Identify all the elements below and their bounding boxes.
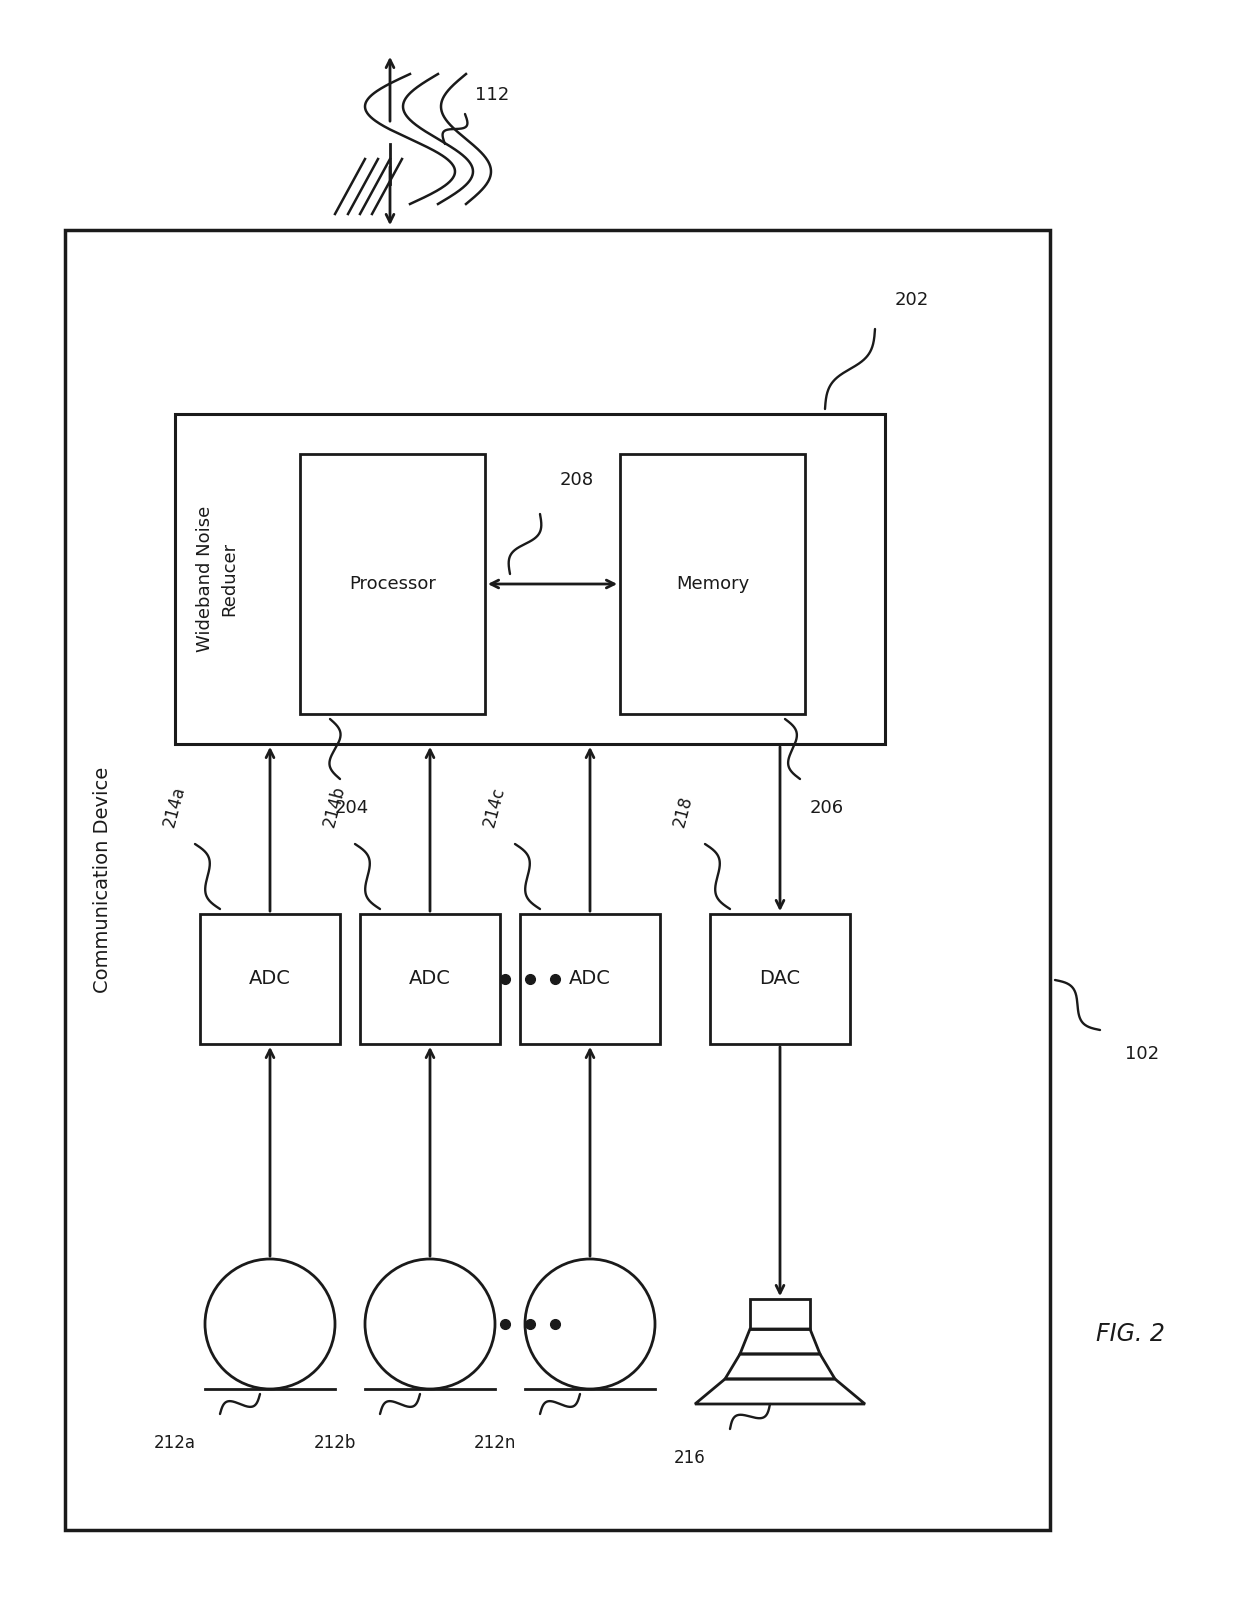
Bar [64,231,1050,1530]
Text: 214a: 214a [160,784,188,830]
Text: 214b: 214b [320,783,348,830]
Text: Communication Device: Communication Device [93,767,113,993]
Text: ADC: ADC [409,970,451,988]
Bar [300,454,485,713]
Text: Processor: Processor [350,575,436,592]
Text: DAC: DAC [759,970,801,988]
Text: 216: 216 [675,1449,706,1467]
Bar [620,454,805,713]
Text: 214c: 214c [480,784,508,830]
Text: ADC: ADC [569,970,611,988]
Text: 212a: 212a [154,1433,196,1453]
Text: 112: 112 [475,86,510,103]
Bar [200,914,340,1044]
Text: 206: 206 [810,799,844,817]
Text: 212n: 212n [474,1433,516,1453]
Text: FIG. 2: FIG. 2 [1096,1322,1164,1346]
Text: 218: 218 [670,794,696,830]
Text: 202: 202 [895,291,929,308]
Text: 212b: 212b [314,1433,356,1453]
Text: Wideband Noise
Reducer: Wideband Noise Reducer [196,505,238,652]
Bar [520,914,660,1044]
Bar [360,914,500,1044]
Text: 102: 102 [1125,1044,1159,1064]
Bar [711,914,849,1044]
Bar [175,415,885,744]
Text: 208: 208 [560,471,594,489]
Text: 204: 204 [335,799,370,817]
Text: Memory: Memory [676,575,749,592]
Text: ADC: ADC [249,970,291,988]
